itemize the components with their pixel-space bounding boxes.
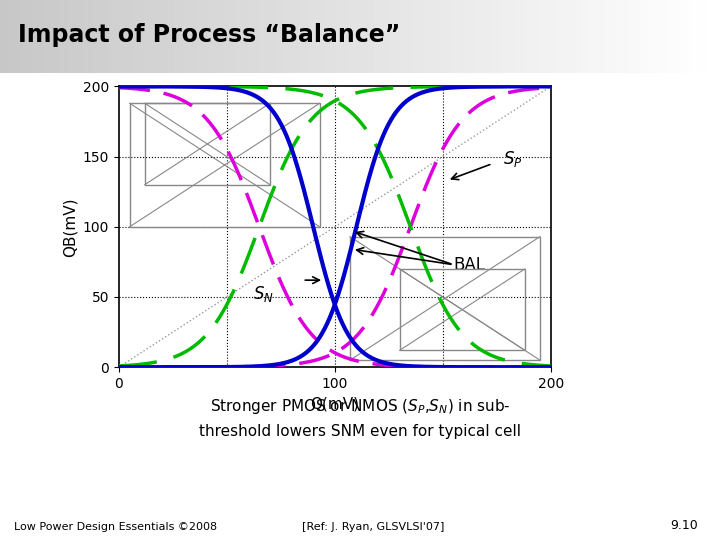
Text: Low Power Design Essentials ©2008: Low Power Design Essentials ©2008 bbox=[14, 522, 217, 532]
Text: threshold lowers SNM even for typical cell: threshold lowers SNM even for typical ce… bbox=[199, 424, 521, 439]
Bar bbox=[145, 103, 270, 185]
X-axis label: Q(mV): Q(mV) bbox=[310, 396, 359, 411]
Bar bbox=[400, 269, 525, 350]
Text: [Ref: J. Ryan, GLSVLSI'07]: [Ref: J. Ryan, GLSVLSI'07] bbox=[302, 522, 445, 532]
Text: 9.10: 9.10 bbox=[670, 519, 698, 532]
Text: BAL: BAL bbox=[454, 256, 485, 274]
Text: $S_P$: $S_P$ bbox=[503, 150, 523, 170]
Text: Stronger PMOS or NMOS ($S_P$,$S_N$) in sub-: Stronger PMOS or NMOS ($S_P$,$S_N$) in s… bbox=[210, 397, 510, 416]
Y-axis label: QB(mV): QB(mV) bbox=[62, 197, 77, 256]
Bar bbox=[350, 237, 540, 360]
Text: $S_N$: $S_N$ bbox=[253, 284, 274, 304]
Bar bbox=[130, 103, 320, 227]
Text: Impact of Process “Balance”: Impact of Process “Balance” bbox=[18, 23, 400, 47]
